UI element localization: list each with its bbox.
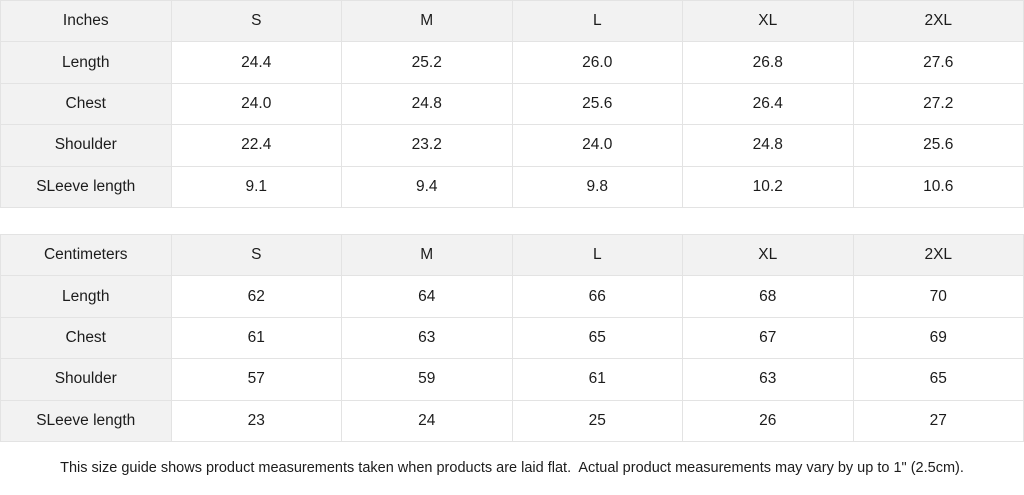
value-cell: 24.0 [511,124,683,167]
value-cell: 69 [852,316,1024,360]
value-cell: 9.4 [341,165,513,208]
centimeters-table: Centimeters S M L XL 2XL Length 62 64 66 68 70 Ches… [0,233,1024,442]
value-cell: 25 [511,399,683,442]
value-cell: 67 [682,316,854,360]
value-cell: 10.2 [682,165,854,208]
row-label-cell: SLeeve length [0,399,172,442]
value-cell: 27.2 [852,82,1024,126]
value-cell: 24 [341,399,513,442]
value-cell: 26.4 [682,82,854,126]
value-cell: 27 [852,399,1024,442]
size-header-cell: S [170,233,342,277]
inches-table: Inches S M L XL 2XL Length 24.4 25.2 26.0 26.8 27.… [0,0,1024,208]
value-cell: 59 [341,358,513,401]
table-row: Length 62 64 66 68 70 [0,275,1024,318]
value-cell: 24.8 [341,82,513,126]
size-header-cell: L [511,0,683,43]
row-label-cell: Length [0,41,172,84]
table-row: SLeeve length 9.1 9.4 9.8 10.2 10.6 [0,165,1024,208]
value-cell: 61 [511,358,683,401]
value-cell: 65 [511,316,683,360]
header-row: Inches S M L XL 2XL [0,0,1024,43]
value-cell: 63 [682,358,854,401]
size-header-cell: XL [682,233,854,277]
value-cell: 23 [170,399,342,442]
table-row: Shoulder 57 59 61 63 65 [0,358,1024,401]
value-cell: 27.6 [852,41,1024,84]
row-label-cell: Shoulder [0,358,172,401]
row-label-cell: Shoulder [0,124,172,167]
size-header-cell: M [341,233,513,277]
value-cell: 24.0 [170,82,342,126]
size-header-cell: L [511,233,683,277]
table-row: SLeeve length 23 24 25 26 27 [0,399,1024,442]
table-row: Length 24.4 25.2 26.0 26.8 27.6 [0,41,1024,84]
row-label-cell: Length [0,275,172,318]
value-cell: 9.1 [170,165,342,208]
inches-table-header: Inches S M L XL 2XL [0,0,1024,43]
row-label-cell: Chest [0,316,172,360]
header-row: Centimeters S M L XL 2XL [0,233,1024,277]
value-cell: 10.6 [852,165,1024,208]
size-header-cell: M [341,0,513,43]
value-cell: 24.8 [682,124,854,167]
size-header-cell: S [170,0,342,43]
value-cell: 24.4 [170,41,342,84]
size-guide-note: This size guide shows product measuremen… [0,441,1024,495]
table-row: Chest 61 63 65 67 69 [0,316,1024,360]
value-cell: 26.0 [511,41,683,84]
table-gap [0,207,1024,234]
inches-table-body: Length 24.4 25.2 26.0 26.8 27.6 Chest 24.0 24.8 2… [0,41,1024,208]
row-label-cell: SLeeve length [0,165,172,208]
table-row: Shoulder 22.4 23.2 24.0 24.8 25.6 [0,124,1024,167]
value-cell: 66 [511,275,683,318]
value-cell: 64 [341,275,513,318]
value-cell: 25.2 [341,41,513,84]
centimeters-table-body: Length 62 64 66 68 70 Chest 61 63 65 67 69 Shoulder 5… [0,275,1024,442]
unit-header-cell: Centimeters [0,233,172,277]
value-cell: 23.2 [341,124,513,167]
value-cell: 9.8 [511,165,683,208]
centimeters-table-header: Centimeters S M L XL 2XL [0,233,1024,277]
value-cell: 57 [170,358,342,401]
value-cell: 65 [852,358,1024,401]
value-cell: 22.4 [170,124,342,167]
value-cell: 62 [170,275,342,318]
unit-header-cell: Inches [0,0,172,43]
row-label-cell: Chest [0,82,172,126]
value-cell: 26 [682,399,854,442]
table-row: Chest 24.0 24.8 25.6 26.4 27.2 [0,82,1024,126]
value-cell: 68 [682,275,854,318]
size-header-cell: 2XL [852,233,1024,277]
value-cell: 25.6 [511,82,683,126]
value-cell: 25.6 [852,124,1024,167]
size-header-cell: XL [682,0,854,43]
value-cell: 63 [341,316,513,360]
value-cell: 70 [852,275,1024,318]
size-header-cell: 2XL [852,0,1024,43]
value-cell: 26.8 [682,41,854,84]
value-cell: 61 [170,316,342,360]
